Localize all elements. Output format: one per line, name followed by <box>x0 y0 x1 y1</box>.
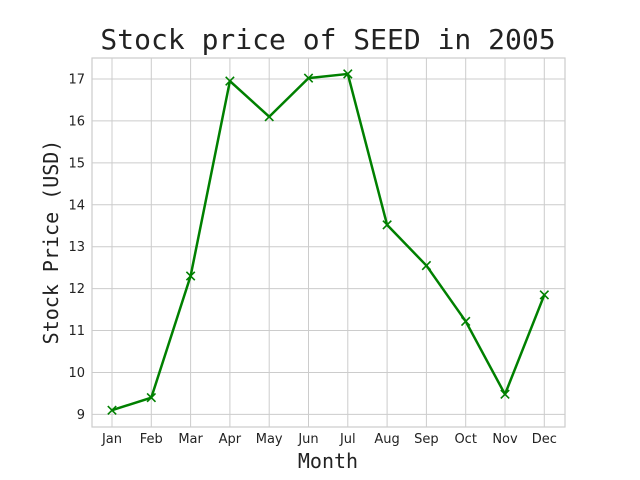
y-tick-label: 17 <box>68 72 85 87</box>
y-tick-label: 9 <box>77 408 85 423</box>
x-tick-label: Sep <box>414 432 439 447</box>
data-point-marker <box>146 392 157 403</box>
data-point-marker <box>264 111 274 122</box>
data-point-marker <box>343 69 353 79</box>
x-tick-label: Apr <box>219 432 242 447</box>
chart-title: Stock price of SEED in 2005 <box>100 23 555 56</box>
x-tick-label: Jun <box>297 432 318 447</box>
data-point-marker <box>107 405 117 415</box>
data-point-marker <box>185 271 196 281</box>
x-tick-label: May <box>256 432 283 447</box>
x-tick-label: Feb <box>140 432 163 447</box>
y-tick-labels: 9 10 11 12 13 14 15 16 17 <box>68 72 85 422</box>
x-tick-labels: Jan Feb Mar Apr May Jun Jul Aug Sep Oct Nov Dec <box>101 432 557 447</box>
x-tick-label: Jul <box>339 432 356 447</box>
y-tick-label: 16 <box>68 114 85 129</box>
data-point-marker <box>421 260 432 271</box>
x-tick-label: Aug <box>374 432 399 447</box>
y-tick-label: 12 <box>68 282 85 297</box>
grid <box>92 58 565 427</box>
data-point-marker <box>500 389 510 400</box>
y-tick-label: 15 <box>68 156 85 171</box>
data-point-marker <box>303 73 314 83</box>
series-layer <box>107 69 550 415</box>
y-tick-label: 13 <box>68 240 85 255</box>
plot-frame <box>91 57 566 428</box>
y-axis-label: Stock Price (USD) <box>39 140 63 345</box>
data-point-marker <box>225 76 235 86</box>
x-tick-label: Nov <box>492 432 518 447</box>
data-point-marker <box>460 316 471 327</box>
x-tick-label: Oct <box>454 432 476 447</box>
x-tick-label: Dec <box>532 432 557 447</box>
y-tick-label: 10 <box>68 366 85 381</box>
y-tick-label: 14 <box>68 198 85 213</box>
x-tick-label: Mar <box>178 432 203 447</box>
data-point-marker <box>382 220 392 230</box>
y-tick-label: 11 <box>68 324 85 339</box>
x-axis-label: Month <box>298 449 358 473</box>
series-line <box>111 72 546 412</box>
x-tick-label: Jan <box>101 432 122 447</box>
data-point-marker <box>539 290 550 300</box>
